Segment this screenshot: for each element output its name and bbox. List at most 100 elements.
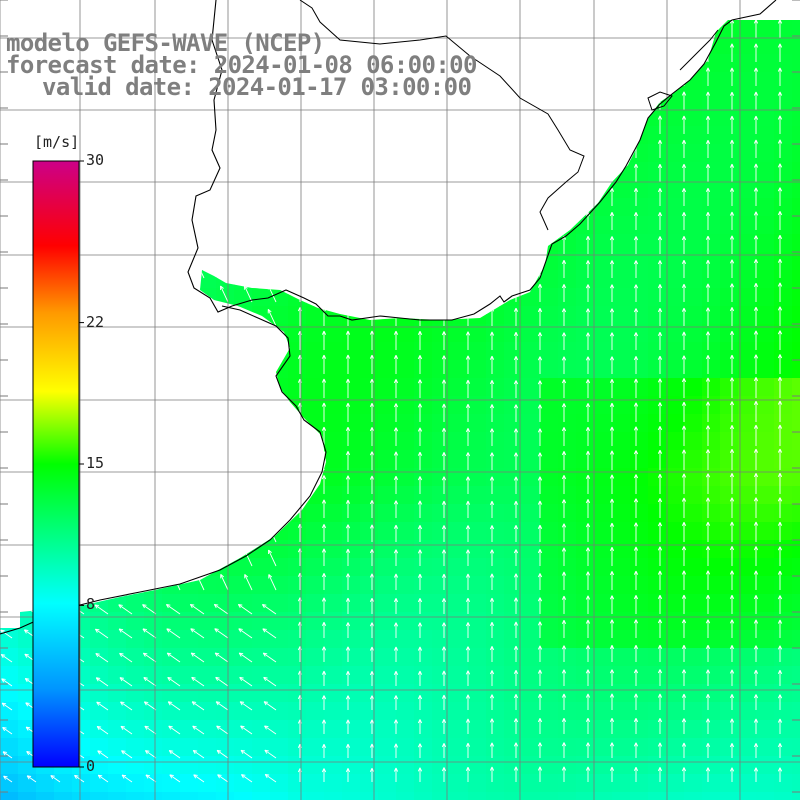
wind-arrow [681, 236, 687, 254]
wind-speed-cell [216, 594, 235, 613]
wind-speed-cell [324, 756, 343, 775]
wind-speed-cell [558, 342, 577, 361]
wind-speed-cell [540, 162, 559, 181]
wind-arrow [561, 379, 567, 398]
wind-arrow [753, 570, 759, 590]
wind-arrow [465, 355, 471, 374]
wind-arrow [216, 725, 229, 735]
wind-speed-cell [738, 468, 757, 487]
wind-speed-cell [486, 270, 505, 289]
wind-speed-cell [612, 468, 631, 487]
wind-speed-cell [306, 756, 325, 775]
wind-speed-cell [594, 216, 613, 235]
wind-speed-cell [108, 540, 127, 559]
wind-arrow [609, 595, 615, 614]
wind-speed-cell [432, 126, 451, 145]
wind-speed-cell [684, 756, 703, 775]
wind-speed-cell [702, 72, 721, 91]
wind-speed-cell [738, 666, 757, 685]
wind-speed-cell [342, 576, 361, 595]
wind-speed-cell [450, 684, 469, 703]
wind-speed-cell [270, 288, 289, 307]
wind-speed-cell [792, 90, 800, 109]
wind-speed-cell [90, 432, 109, 451]
wind-arrow [100, 357, 109, 375]
wind-arrow [753, 43, 759, 62]
wind-speed-cell [90, 126, 109, 145]
wind-speed-cell [144, 306, 163, 325]
wind-speed-cell [540, 720, 559, 739]
wind-speed-cell [234, 522, 253, 541]
wind-arrow [2, 726, 13, 735]
wind-speed-cell [252, 162, 271, 181]
wind-speed-cell [468, 504, 487, 523]
wind-speed-cell [540, 738, 559, 757]
wind-speed-cell [468, 126, 487, 145]
wind-arrow [513, 742, 519, 758]
wind-speed-cell [756, 288, 775, 307]
wind-speed-cell [792, 72, 800, 91]
wind-speed-cell [648, 630, 667, 649]
wind-speed-cell [324, 360, 343, 379]
wind-speed-cell [756, 360, 775, 379]
wind-speed-cell [792, 126, 800, 145]
wind-speed-cell [306, 216, 325, 235]
wind-arrow [172, 189, 181, 207]
wind-speed-cell [72, 792, 91, 800]
wind-speed-cell [306, 522, 325, 541]
wind-speed-cell [306, 162, 325, 181]
wind-speed-cell [414, 378, 433, 397]
wind-speed-cell [774, 468, 793, 487]
wind-arrow [729, 67, 735, 86]
wind-arrow [97, 750, 109, 759]
wind-speed-cell [666, 144, 685, 163]
wind-speed-cell [342, 504, 361, 523]
wind-speed-cell [702, 162, 721, 181]
wind-speed-cell [468, 612, 487, 631]
wind-arrow [705, 497, 711, 518]
wind-speed-cell [450, 576, 469, 595]
wind-speed-cell [720, 0, 739, 19]
wind-speed-cell [774, 756, 793, 775]
wind-speed-cell [126, 792, 145, 800]
wind-speed-cell [558, 486, 577, 505]
wind-speed-cell [774, 576, 793, 595]
wind-speed-cell [468, 540, 487, 559]
wind-speed-cell [684, 198, 703, 217]
wind-speed-cell [522, 612, 541, 631]
wind-speed-cell [486, 126, 505, 145]
wind-speed-cell [396, 20, 415, 37]
wind-speed-cell [360, 792, 379, 800]
wind-speed-cell [270, 468, 289, 487]
wind-speed-cell [126, 0, 145, 19]
wind-speed-cell [594, 630, 613, 649]
wind-speed-cell [396, 378, 415, 397]
wind-speed-cell [666, 486, 685, 505]
wind-speed-cell [648, 252, 667, 271]
wind-speed-cell [468, 594, 487, 613]
wind-arrow [369, 187, 375, 206]
wind-arrow [100, 261, 109, 279]
wind-speed-cell [288, 486, 307, 505]
wind-speed-cell [558, 576, 577, 595]
wind-speed-cell [720, 198, 739, 217]
wind-speed-cell [522, 684, 541, 703]
wind-arrow [267, 356, 277, 375]
wind-arrow [3, 260, 13, 279]
wind-speed-cell [522, 666, 541, 685]
wind-arrow [513, 669, 519, 686]
wind-speed-cell [216, 774, 235, 793]
wind-speed-cell [180, 450, 199, 469]
wind-speed-cell [108, 396, 127, 415]
wind-speed-cell [756, 126, 775, 145]
wind-arrow [513, 356, 519, 374]
wind-speed-cell [558, 558, 577, 577]
wind-speed-cell [234, 432, 253, 451]
wind-speed-cell [774, 270, 793, 289]
wind-speed-cell [522, 288, 541, 307]
wind-speed-cell [432, 648, 451, 667]
wind-arrow [537, 187, 543, 206]
wind-arrow [777, 330, 783, 350]
wind-speed-cell [468, 468, 487, 487]
wind-speed-cell [594, 0, 613, 19]
